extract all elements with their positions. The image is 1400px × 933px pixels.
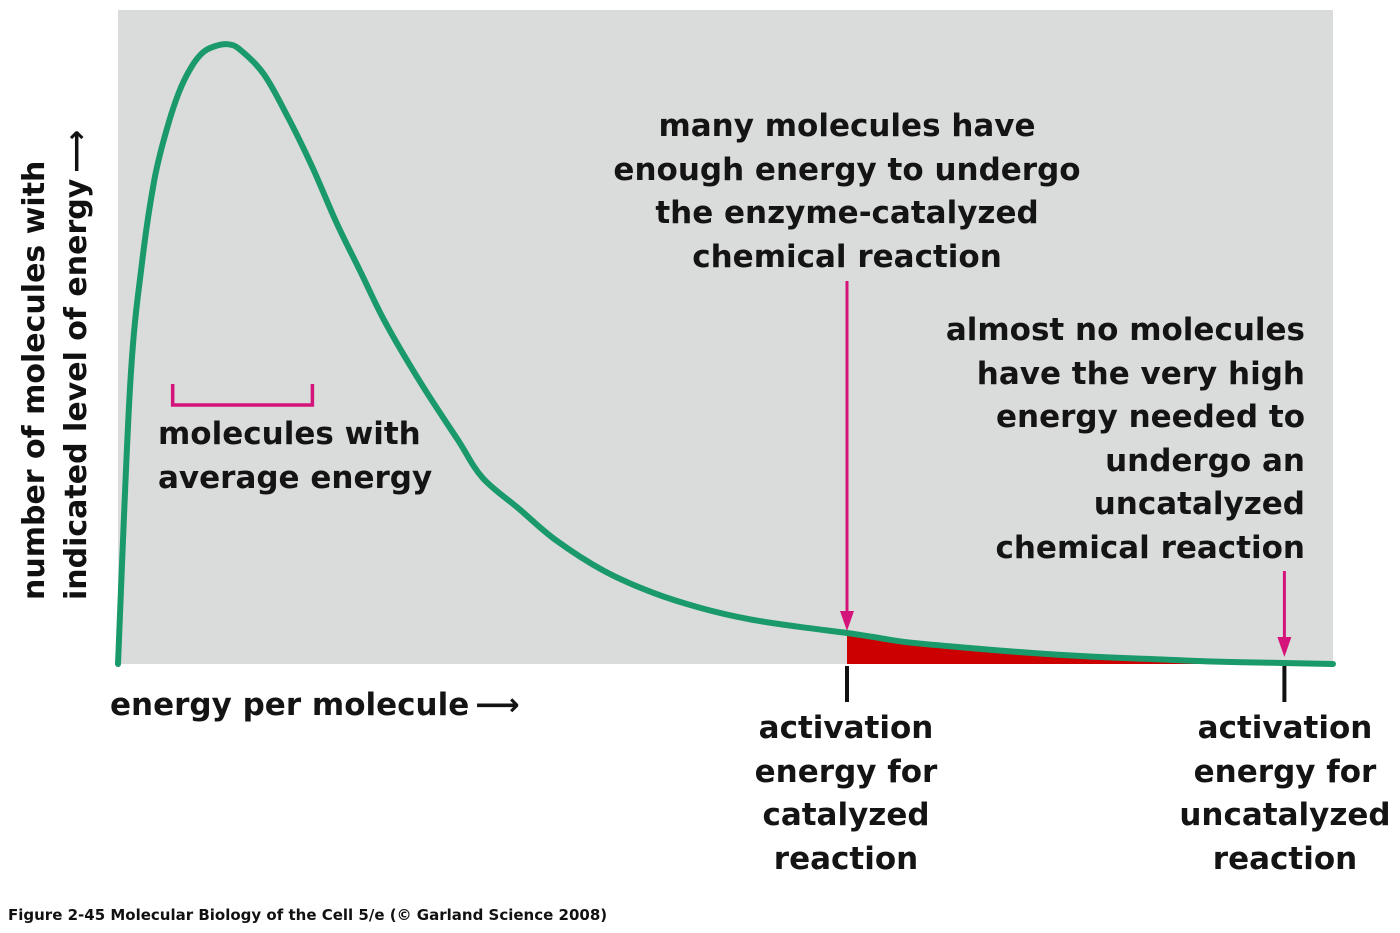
catalyzed-arrow-icon	[840, 281, 854, 631]
y-axis-arrow-icon: ⟶	[59, 129, 94, 173]
x-axis-label: energy per molecule ⟶	[110, 684, 520, 728]
uncatalyzed-arrow-icon	[1277, 571, 1292, 658]
uncatalyzed-annotation: almost no molecules have the very high e…	[945, 312, 1305, 566]
y-axis-label-line-1: number of molecules with	[17, 160, 52, 600]
y-axis-label: number of molecules with indicated level…	[14, 0, 98, 600]
y-axis-label-line-2: indicated level of energy⟶	[56, 0, 98, 600]
marker-label-uncatalyzed: activation energy for uncatalyzed reacti…	[1179, 710, 1391, 877]
average-energy-bracket	[170, 384, 315, 407]
uncatalyzed-arrow-icon-head	[1277, 637, 1292, 658]
figure-caption: Figure 2-45 Molecular Biology of the Cel…	[8, 906, 608, 924]
plot-background	[118, 10, 1333, 664]
distribution-curve	[115, 41, 1336, 667]
x-axis-arrow-icon: ⟶	[475, 687, 520, 723]
catalyzed-annotation: many molecules have enough energy to und…	[613, 108, 1081, 275]
shaded-region	[847, 633, 1285, 664]
marker-label-catalyzed: activation energy for catalyzed reaction	[754, 710, 938, 877]
average-energy-label: molecules with average energy	[158, 416, 433, 496]
catalyzed-arrow-icon-head	[840, 610, 854, 631]
